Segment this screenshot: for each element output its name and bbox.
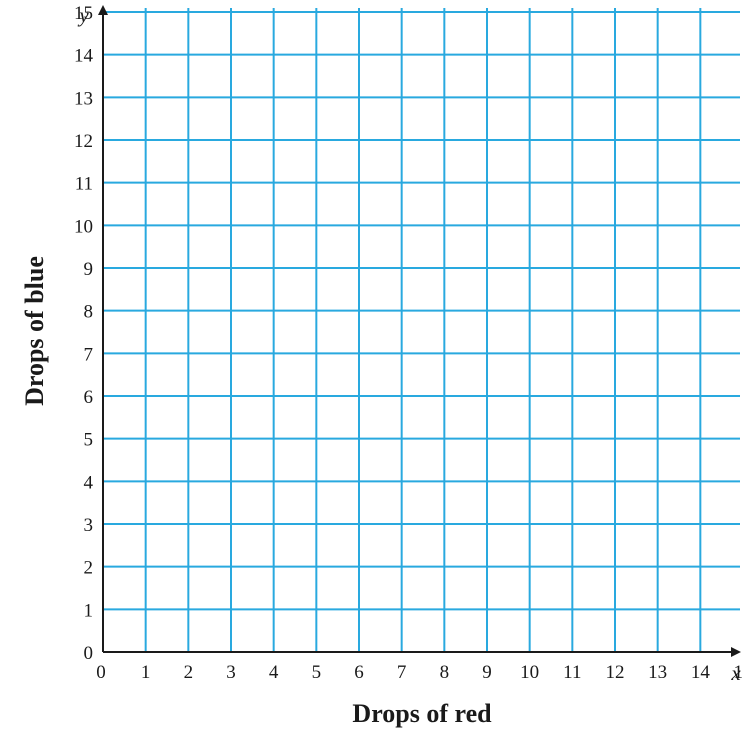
y-tick-label: 2 xyxy=(84,558,94,579)
x-tick-label: 7 xyxy=(397,662,407,683)
x-tick-label: 1 xyxy=(141,662,151,683)
y-tick-label: 12 xyxy=(74,131,93,152)
y-tick-label: 7 xyxy=(84,344,94,365)
x-tick-label: 4 xyxy=(269,662,279,683)
tick-labels: 0123456789101112131415012345678910111213… xyxy=(74,3,742,683)
y-tick-label: 14 xyxy=(74,46,94,67)
y-tick-label: 3 xyxy=(84,515,94,536)
y-tick-label: 1 xyxy=(84,600,94,621)
y-tick-label: 9 xyxy=(84,259,94,280)
y-tick-label: 11 xyxy=(75,174,93,195)
y-tick-label: 6 xyxy=(84,387,94,408)
y-tick-label: 0 xyxy=(84,643,94,664)
x-tick-label: 8 xyxy=(440,662,450,683)
x-tick-label: 0 xyxy=(96,662,106,683)
y-tick-label: 8 xyxy=(84,302,94,323)
axes xyxy=(98,5,741,657)
x-tick-label: 5 xyxy=(312,662,322,683)
grid-lines xyxy=(103,8,740,652)
y-tick-label: 10 xyxy=(74,216,93,237)
y-axis-title: Drops of blue xyxy=(20,256,49,406)
x-tick-label: 2 xyxy=(184,662,194,683)
x-tick-label: 9 xyxy=(482,662,492,683)
x-tick-label: 15 xyxy=(734,662,742,683)
y-axis-variable: y xyxy=(77,3,89,27)
x-tick-label: 13 xyxy=(648,662,667,683)
x-axis-variable: x xyxy=(730,661,741,685)
x-tick-label: 6 xyxy=(354,662,364,683)
x-tick-label: 12 xyxy=(606,662,625,683)
x-tick-label: 10 xyxy=(520,662,539,683)
x-tick-label: 14 xyxy=(691,662,711,683)
x-axis-title: Drops of red xyxy=(352,699,492,728)
y-tick-label: 13 xyxy=(74,88,93,109)
y-tick-label: 5 xyxy=(84,430,94,451)
y-tick-label: 15 xyxy=(74,3,93,24)
x-tick-label: 11 xyxy=(563,662,581,683)
y-tick-label: 4 xyxy=(84,472,94,493)
x-tick-label: 3 xyxy=(226,662,236,683)
